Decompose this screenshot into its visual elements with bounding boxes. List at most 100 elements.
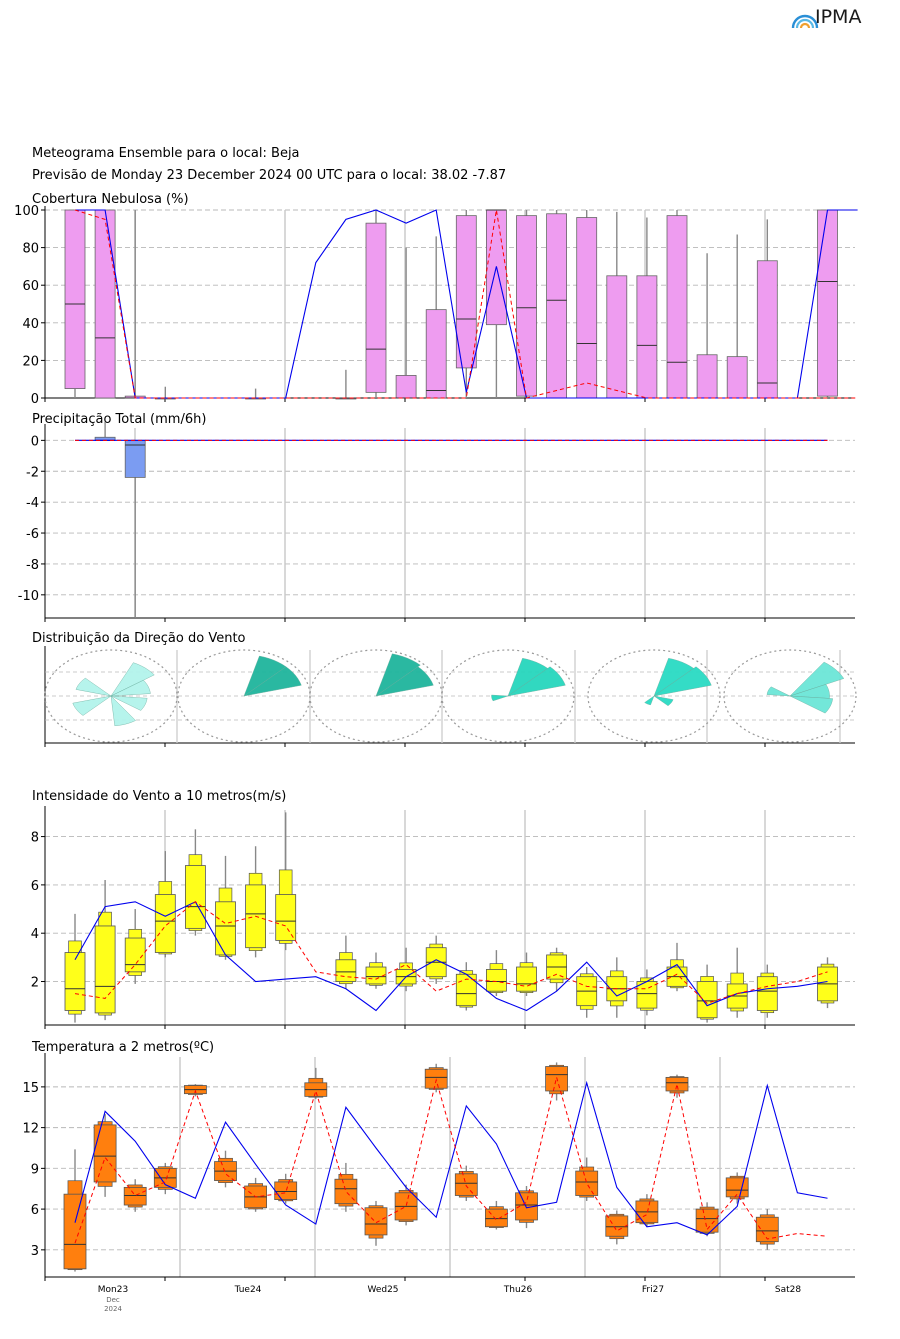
y-tick-label: 4 [31, 927, 39, 942]
page-title: Meteograma Ensemble para o local: Beja [32, 146, 300, 161]
rose-sector [375, 653, 421, 697]
box-iqr [334, 1178, 358, 1205]
box-iqr [516, 966, 537, 992]
box-iqr [696, 981, 718, 1019]
y-tick-label: 40 [22, 317, 39, 332]
rose-sector [653, 695, 674, 707]
rose-sector [491, 694, 509, 702]
ipma-logo-text: IPMA [815, 6, 862, 28]
box-iqr [636, 275, 658, 399]
rose-ring-Mon23 [44, 649, 178, 743]
box-iqr [605, 1215, 629, 1237]
rose-sector [243, 655, 287, 697]
box-iqr [696, 354, 718, 399]
ensemble-median-line [74, 209, 858, 399]
box-iqr [365, 222, 387, 393]
box-iqr [485, 969, 507, 992]
rose-sector [789, 684, 830, 699]
rose-sector [110, 662, 155, 697]
box-iqr [636, 981, 658, 1009]
rose-sector [789, 695, 833, 714]
control-run-line [74, 1080, 828, 1236]
ipma-logo [790, 4, 890, 34]
box-iqr [575, 1170, 599, 1196]
x-day-label: Tue24 [234, 1285, 262, 1295]
rose-sector [507, 666, 566, 697]
box-iqr [64, 209, 86, 390]
box-iqr [215, 901, 236, 956]
y-tick-label: 15 [22, 1081, 39, 1096]
y-tick-label: 0 [31, 434, 39, 449]
y-tick-label: 3 [31, 1244, 39, 1259]
y-tick-label: 80 [22, 242, 39, 257]
box-iqr [606, 275, 628, 399]
rose-sector [110, 695, 148, 711]
box-iqr [274, 1181, 298, 1200]
x-day-label: Wed25 [367, 1285, 398, 1295]
box-iqr [817, 209, 838, 397]
rose-sector [110, 695, 136, 727]
box-iqr [94, 925, 116, 1014]
box-iqr [365, 966, 387, 985]
box-iqr [515, 1192, 538, 1221]
rose-ring-Sat28 [723, 649, 857, 743]
box-iqr [275, 894, 297, 941]
box-iqr [123, 1186, 147, 1206]
box-iqr [726, 356, 748, 399]
rose-ring-Fri27 [587, 649, 721, 743]
rose-sector [110, 679, 151, 697]
panel-title: Distribuição da Direção do Vento [32, 631, 246, 646]
x-day-label: Thu26 [503, 1285, 533, 1295]
x-day-label: Sat28 [775, 1285, 801, 1295]
ipma-arc-icon [791, 14, 819, 29]
box-iqr [64, 952, 86, 1011]
box-iqr [756, 260, 778, 399]
box-iqr [695, 1208, 719, 1233]
y-tick-label: 20 [22, 354, 39, 369]
box-iqr [666, 215, 688, 399]
rose-sector [766, 686, 791, 697]
box-iqr [725, 1177, 749, 1198]
y-tick-label: 6 [31, 1203, 39, 1218]
y-tick-label: -6 [26, 527, 39, 542]
y-tick-label: -8 [26, 558, 39, 573]
y-tick-label: 6 [31, 879, 39, 894]
box-iqr [364, 1207, 388, 1236]
rose-sector [644, 695, 655, 706]
rose-sector [375, 666, 434, 697]
rose-sector [653, 666, 712, 697]
rose-ring-Thu26 [441, 649, 575, 743]
box-iqr [154, 894, 176, 953]
y-tick-label: 8 [31, 831, 39, 846]
rose-sector [653, 658, 695, 697]
x-day-label: Mon23 [98, 1285, 128, 1295]
box-iqr [665, 1076, 689, 1092]
y-tick-label: -10 [18, 589, 39, 604]
ensemble-median-line [74, 1075, 828, 1244]
rose-sector [243, 666, 302, 697]
rose-sector [75, 677, 112, 697]
box-iqr [395, 375, 417, 399]
panel-title: Precipitação Total (mm/6h) [32, 412, 206, 427]
box-iqr [425, 309, 447, 399]
x-day-label: Fri27 [642, 1285, 664, 1295]
box-iqr [755, 1216, 779, 1243]
y-tick-label: 9 [31, 1162, 39, 1177]
box-iqr [455, 215, 477, 369]
rose-sector [789, 661, 845, 697]
box-iqr [93, 1124, 117, 1183]
ensemble-median-line [74, 901, 828, 1004]
box-iqr [756, 976, 778, 1011]
x-month-label: Dec [106, 1296, 120, 1304]
box-iqr [94, 209, 116, 399]
box-iqr [124, 937, 146, 973]
rose-ring-Wed25 [309, 649, 443, 743]
y-tick-label: 60 [22, 279, 39, 294]
rose-sector [72, 695, 112, 716]
box-iqr [63, 1193, 87, 1270]
box-iqr [124, 439, 146, 478]
rose-ring-Tue24 [177, 649, 311, 743]
x-year-label: 2024 [104, 1305, 122, 1313]
y-tick-label: 0 [31, 392, 39, 407]
